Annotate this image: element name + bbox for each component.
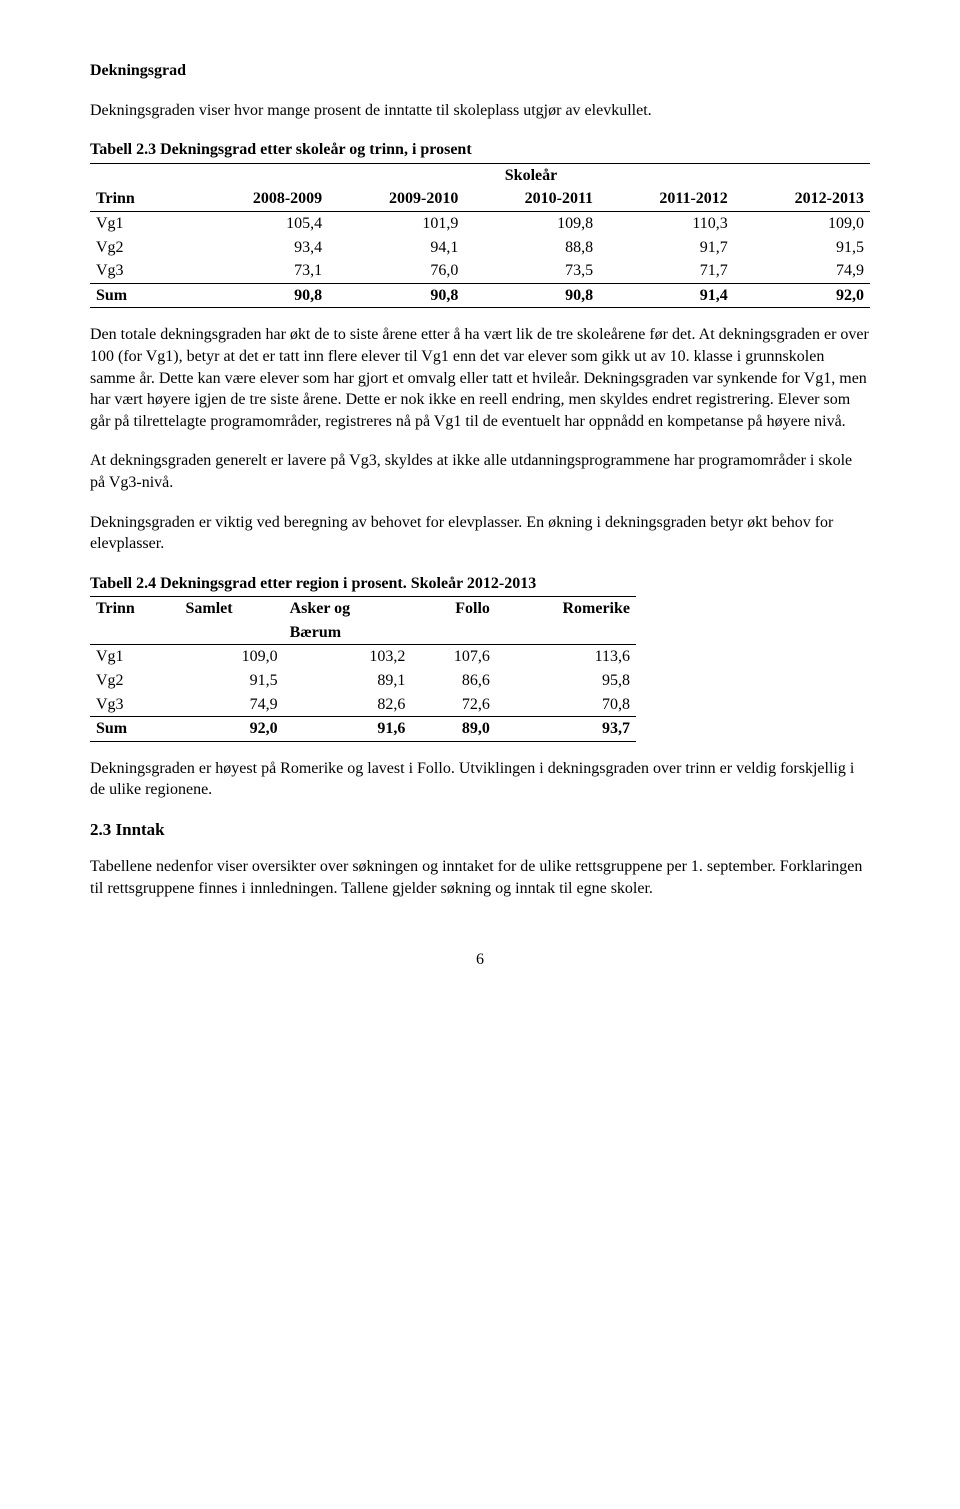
cell: 103,2	[284, 645, 412, 669]
cell: Sum	[90, 283, 192, 308]
col-header: 2010-2011	[464, 187, 599, 211]
cell: 109,0	[734, 211, 870, 235]
cell: 73,1	[192, 259, 328, 283]
cell: 90,8	[192, 283, 328, 308]
table-2-4-header-row-1: Trinn Samlet Asker og Follo Romerike	[90, 597, 636, 621]
col-header: Bærum	[284, 621, 412, 645]
cell: 71,7	[599, 259, 734, 283]
cell: 107,6	[411, 645, 496, 669]
section-2-3-heading: 2.3 Inntak	[90, 819, 870, 842]
cell: 92,0	[180, 717, 284, 742]
table-row: Vg2 93,4 94,1 88,8 91,7 91,5	[90, 236, 870, 260]
cell: 110,3	[599, 211, 734, 235]
table-2-4: Tabell 2.4 Dekningsgrad etter region i p…	[90, 573, 636, 742]
cell: Vg2	[90, 669, 180, 693]
page-number: 6	[90, 949, 870, 971]
cell: Vg3	[90, 693, 180, 717]
table-2-3: Tabell 2.3 Dekningsgrad etter skoleår og…	[90, 139, 870, 308]
col-header: 2008-2009	[192, 187, 328, 211]
paragraph-4: Dekningsgraden er høyest på Romerike og …	[90, 758, 870, 801]
cell: 95,8	[496, 669, 636, 693]
cell: 109,8	[464, 211, 599, 235]
col-header: 2012-2013	[734, 187, 870, 211]
cell: 90,8	[464, 283, 599, 308]
table-row: Vg2 91,5 89,1 86,6 95,8	[90, 669, 636, 693]
table-2-3-caption: Tabell 2.3 Dekningsgrad etter skoleår og…	[90, 139, 870, 164]
cell: 74,9	[180, 693, 284, 717]
cell: 91,5	[734, 236, 870, 260]
cell: 88,8	[464, 236, 599, 260]
cell: 89,1	[284, 669, 412, 693]
col-header: Samlet	[180, 597, 284, 621]
cell: 91,7	[599, 236, 734, 260]
cell: 86,6	[411, 669, 496, 693]
cell: Vg1	[90, 211, 192, 235]
cell: Sum	[90, 717, 180, 742]
cell: 76,0	[328, 259, 464, 283]
cell: 92,0	[734, 283, 870, 308]
cell: 91,4	[599, 283, 734, 308]
paragraph-5: Tabellene nedenfor viser oversikter over…	[90, 856, 870, 899]
table-2-3-header-row: Trinn 2008-2009 2009-2010 2010-2011 2011…	[90, 187, 870, 211]
table-row: Vg3 74,9 82,6 72,6 70,8	[90, 693, 636, 717]
table-2-3-superheader: Skoleår	[192, 164, 870, 188]
cell: 94,1	[328, 236, 464, 260]
cell: 91,5	[180, 669, 284, 693]
cell: 73,5	[464, 259, 599, 283]
table-row: Vg1 109,0 103,2 107,6 113,6	[90, 645, 636, 669]
table-row: Vg3 73,1 76,0 73,5 71,7 74,9	[90, 259, 870, 283]
cell: 72,6	[411, 693, 496, 717]
paragraph-2: At dekningsgraden generelt er lavere på …	[90, 450, 870, 493]
table-row: Vg1 105,4 101,9 109,8 110,3 109,0	[90, 211, 870, 235]
table-2-4-header-row-2: Bærum	[90, 621, 636, 645]
cell: Vg3	[90, 259, 192, 283]
cell: 101,9	[328, 211, 464, 235]
col-header: Trinn	[90, 597, 180, 621]
col-header: Follo	[411, 597, 496, 621]
cell: 93,4	[192, 236, 328, 260]
col-header: 2011-2012	[599, 187, 734, 211]
table-2-4-caption: Tabell 2.4 Dekningsgrad etter region i p…	[90, 573, 636, 598]
cell: 109,0	[180, 645, 284, 669]
col-header: Asker og	[284, 597, 412, 621]
cell: 82,6	[284, 693, 412, 717]
cell: 74,9	[734, 259, 870, 283]
col-header: Trinn	[90, 187, 192, 211]
col-header: 2009-2010	[328, 187, 464, 211]
table-sum-row: Sum 92,0 91,6 89,0 93,7	[90, 717, 636, 742]
cell: 70,8	[496, 693, 636, 717]
col-header: Romerike	[496, 597, 636, 621]
cell: 113,6	[496, 645, 636, 669]
cell: Vg2	[90, 236, 192, 260]
heading-dekningsgrad: Dekningsgrad	[90, 60, 870, 82]
table-sum-row: Sum 90,8 90,8 90,8 91,4 92,0	[90, 283, 870, 308]
paragraph-1: Den totale dekningsgraden har økt de to …	[90, 324, 870, 432]
cell: 90,8	[328, 283, 464, 308]
table-2-3-superheader-row: Skoleår	[90, 164, 870, 188]
paragraph-3: Dekningsgraden er viktig ved beregning a…	[90, 512, 870, 555]
cell: 91,6	[284, 717, 412, 742]
cell: Vg1	[90, 645, 180, 669]
intro-paragraph: Dekningsgraden viser hvor mange prosent …	[90, 100, 870, 122]
cell: 93,7	[496, 717, 636, 742]
cell: 89,0	[411, 717, 496, 742]
cell: 105,4	[192, 211, 328, 235]
